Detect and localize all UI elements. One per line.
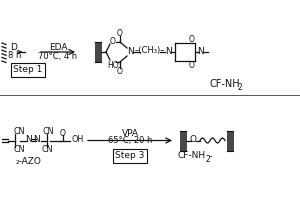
Text: CN: CN — [42, 128, 54, 136]
Text: CN: CN — [41, 144, 53, 154]
Text: N: N — [165, 46, 171, 55]
Text: N: N — [127, 46, 134, 55]
Text: 2: 2 — [206, 154, 211, 164]
Text: N: N — [198, 46, 204, 55]
Text: N: N — [25, 134, 32, 144]
Text: Step 3: Step 3 — [115, 152, 145, 160]
Text: O: O — [189, 60, 195, 70]
Text: 65°C, 20 h: 65°C, 20 h — [108, 136, 152, 146]
Text: O: O — [189, 34, 195, 44]
Text: Step 1: Step 1 — [13, 66, 43, 74]
Text: EDA: EDA — [49, 43, 67, 51]
Text: O: O — [110, 38, 116, 46]
Text: 70°C, 4 h: 70°C, 4 h — [38, 52, 78, 62]
Text: CN: CN — [13, 128, 25, 136]
Text: O: O — [190, 135, 196, 144]
Text: 8 h: 8 h — [8, 50, 21, 60]
Text: –(CH₃)–: –(CH₃)– — [135, 46, 165, 55]
Text: O: O — [117, 28, 123, 38]
Text: 2: 2 — [237, 82, 242, 92]
Text: -: - — [209, 151, 212, 161]
Text: D: D — [10, 44, 17, 52]
Text: N: N — [34, 134, 40, 144]
Text: OH: OH — [71, 136, 83, 144]
Text: O: O — [117, 66, 123, 75]
Text: CF-NH: CF-NH — [210, 79, 241, 89]
Text: O: O — [60, 129, 66, 138]
Text: HO: HO — [107, 60, 118, 70]
Text: ₂-AZO: ₂-AZO — [15, 158, 41, 166]
Text: VPA: VPA — [122, 129, 139, 138]
Text: CF-NH: CF-NH — [178, 152, 206, 160]
Text: CN: CN — [13, 144, 25, 154]
